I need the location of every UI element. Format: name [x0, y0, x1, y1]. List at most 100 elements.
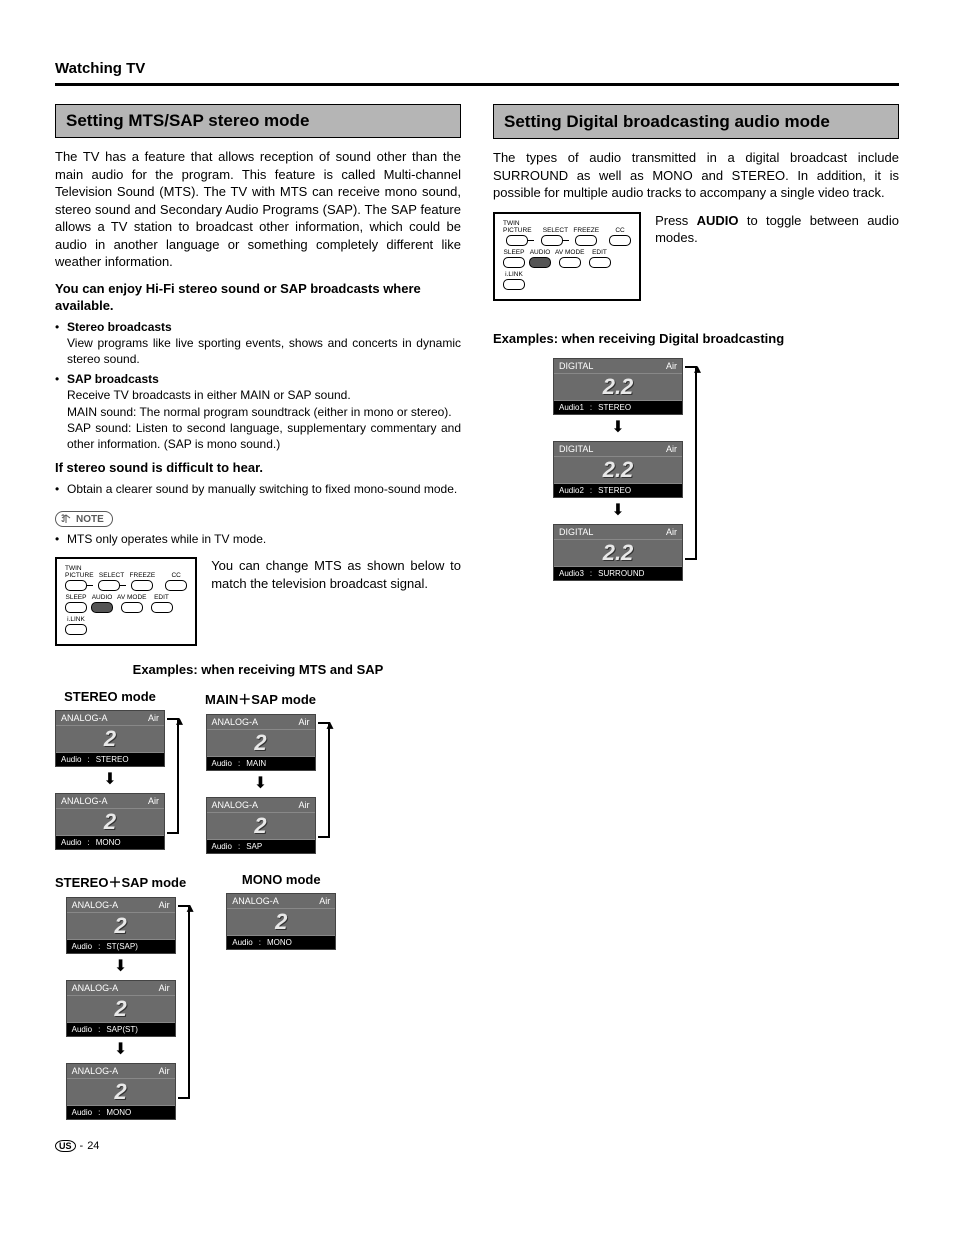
btn-lbl: SELECT — [99, 572, 124, 579]
down-arrow-icon: ⬇ — [114, 1042, 127, 1058]
osd-tuner: Air — [666, 361, 677, 371]
remote-diagram-left: TWIN PICTURE SELECT FREEZE CC SLEEP AUDI… — [55, 557, 197, 646]
btn-lbl: SLEEP — [504, 249, 525, 256]
osd-tuner: Air — [148, 796, 159, 806]
osd-ch: 2 — [104, 726, 116, 751]
mainsap-stack: ANALOG-AAir 2 Audio:MAIN ⬇ ANALOG-AAir 2… — [206, 714, 316, 854]
osd: DIGITALAir 2.2 Audio3:SURROUND — [553, 524, 683, 581]
remote-button — [609, 235, 631, 246]
osd-alabel: Audio — [72, 1108, 92, 1117]
stereo-body: View programs like live sporting events,… — [67, 336, 461, 366]
osd-aval: MONO — [106, 1108, 131, 1117]
btn-lbl: TWIN PICTURE — [503, 220, 537, 234]
mainsap-mode-col: MAIN＋SAP mode ANALOG-AAir 2 Audio:MAIN ⬇… — [205, 689, 316, 854]
left-section-title: Setting MTS/SAP stereo mode — [55, 104, 461, 138]
btn-lbl: i.LINK — [67, 616, 85, 623]
mono-mode-title: MONO mode — [242, 872, 321, 887]
remote-button — [541, 235, 563, 246]
stereo-stack: ANALOG-AAir 2 Audio:STEREO ⬇ ANALOG-A Air… — [55, 710, 165, 850]
osd: ANALOG-AAir 2 Audio:MONO — [66, 1063, 176, 1120]
osd-tuner: Air — [666, 527, 677, 537]
note-list: MTS only operates while in TV mode. — [55, 531, 461, 547]
osd-ch: 2 — [114, 996, 126, 1021]
loop-line — [178, 905, 190, 1099]
osd-alabel: Audio1 — [559, 403, 584, 412]
osd-sig: DIGITAL — [559, 527, 593, 537]
osd: DIGITALAir 2.2 Audio2:STEREO — [553, 441, 683, 498]
osd-alabel: Audio — [212, 759, 232, 768]
btn-lbl: CC — [615, 227, 624, 234]
osd-tuner: Air — [159, 983, 170, 993]
stereo-mode-title: STEREO mode — [64, 689, 156, 704]
osd-ch: 2.2 — [603, 457, 634, 482]
remote-button — [503, 279, 525, 290]
osd-ch: 2 — [114, 913, 126, 938]
remote-button — [121, 602, 143, 613]
remote-diagram-right: TWIN PICTURE SELECT FREEZE CC SLEEP AUDI… — [493, 212, 641, 301]
sap-head: SAP broadcasts — [67, 372, 159, 386]
loop-line — [318, 722, 330, 838]
osd-aval: ST(SAP) — [106, 942, 138, 951]
osd-tuner: Air — [148, 713, 159, 723]
remote-button — [575, 235, 597, 246]
osd-sig: ANALOG-A — [72, 983, 119, 993]
btn-lbl: FREEZE — [130, 572, 156, 579]
loop-arrow-icon: ▴ — [187, 899, 194, 916]
mode-row-2: STEREO＋SAP mode ANALOG-AAir 2 Audio:ST(S… — [55, 872, 461, 1120]
down-arrow-icon: ⬇ — [103, 772, 116, 788]
osd-sig: ANALOG-A — [232, 896, 279, 906]
btn-lbl: AUDIO — [92, 594, 113, 601]
osd-tuner: Air — [299, 717, 310, 727]
page-number: US -24 — [55, 1140, 461, 1152]
remote-button — [65, 602, 87, 613]
osd-aval: MAIN — [246, 759, 266, 768]
osd-tuner: Air — [319, 896, 330, 906]
note-label: NOTE — [76, 514, 104, 525]
osd-alabel: Audio — [61, 755, 81, 764]
remote-button — [589, 257, 611, 268]
down-arrow-icon: ⬇ — [254, 776, 267, 792]
difficult-list: Obtain a clearer sound by manually switc… — [55, 481, 461, 497]
rc-text1: Press — [655, 213, 697, 228]
osd-aval: SAP — [246, 842, 262, 851]
right-intro: The types of audio transmitted in a digi… — [493, 149, 899, 202]
loop-line — [685, 366, 697, 560]
btn-lbl: EDIT — [592, 249, 607, 256]
osd: ANALOG-AAir 2 Audio:SAP — [206, 797, 316, 854]
osd-ch: 2 — [254, 730, 266, 755]
btn-lbl: SELECT — [543, 227, 568, 234]
note-body: MTS only operates while in TV mode. — [55, 531, 461, 547]
osd: ANALOG-AAir 2 Audio:MAIN — [206, 714, 316, 771]
loop-line — [167, 718, 179, 834]
rc-bold: AUDIO — [697, 213, 739, 228]
loop-arrow-icon: ▴ — [326, 716, 333, 733]
osd-ch: 2.2 — [603, 540, 634, 565]
digital-stack: DIGITALAir 2.2 Audio1:STEREO ⬇ DIGITALAi… — [493, 358, 683, 581]
remote-button — [131, 580, 153, 591]
osd-aval: STEREO — [598, 486, 631, 495]
two-column-layout: Setting MTS/SAP stereo mode The TV has a… — [55, 104, 899, 1152]
osd-sig: ANALOG-A — [72, 1066, 119, 1076]
osd: ANALOG-AAir 2 Audio:MONO — [55, 793, 165, 850]
remote-button — [165, 580, 187, 591]
osd-sig: ANALOG-A — [212, 717, 259, 727]
difficult-body: Obtain a clearer sound by manually switc… — [55, 481, 461, 497]
osd: ANALOG-AAir 2 Audio:STEREO — [55, 710, 165, 767]
osd-alabel: Audio — [72, 942, 92, 951]
osd-ch: 2.2 — [603, 374, 634, 399]
osd: DIGITALAir 2.2 Audio1:STEREO — [553, 358, 683, 415]
btn-lbl: TWIN PICTURE — [65, 565, 94, 579]
osd-aval: MONO — [267, 938, 292, 947]
stereosap-mode-title: STEREO＋SAP mode — [55, 872, 186, 891]
btn-lbl: EDIT — [154, 594, 169, 601]
osd-sig: ANALOG-A — [61, 796, 108, 806]
mainsap-mode-title: MAIN＋SAP mode — [205, 689, 316, 708]
osd: ANALOG-AAir 2 Audio:MONO — [226, 893, 336, 950]
remote-button — [559, 257, 581, 268]
osd-alabel: Audio — [232, 938, 252, 947]
down-arrow-icon: ⬇ — [114, 959, 127, 975]
remote-button — [65, 624, 87, 635]
osd-ch: 2 — [114, 1079, 126, 1104]
osd: ANALOG-AAir 2 Audio:ST(SAP) — [66, 897, 176, 954]
btn-lbl: FREEZE — [573, 227, 599, 234]
